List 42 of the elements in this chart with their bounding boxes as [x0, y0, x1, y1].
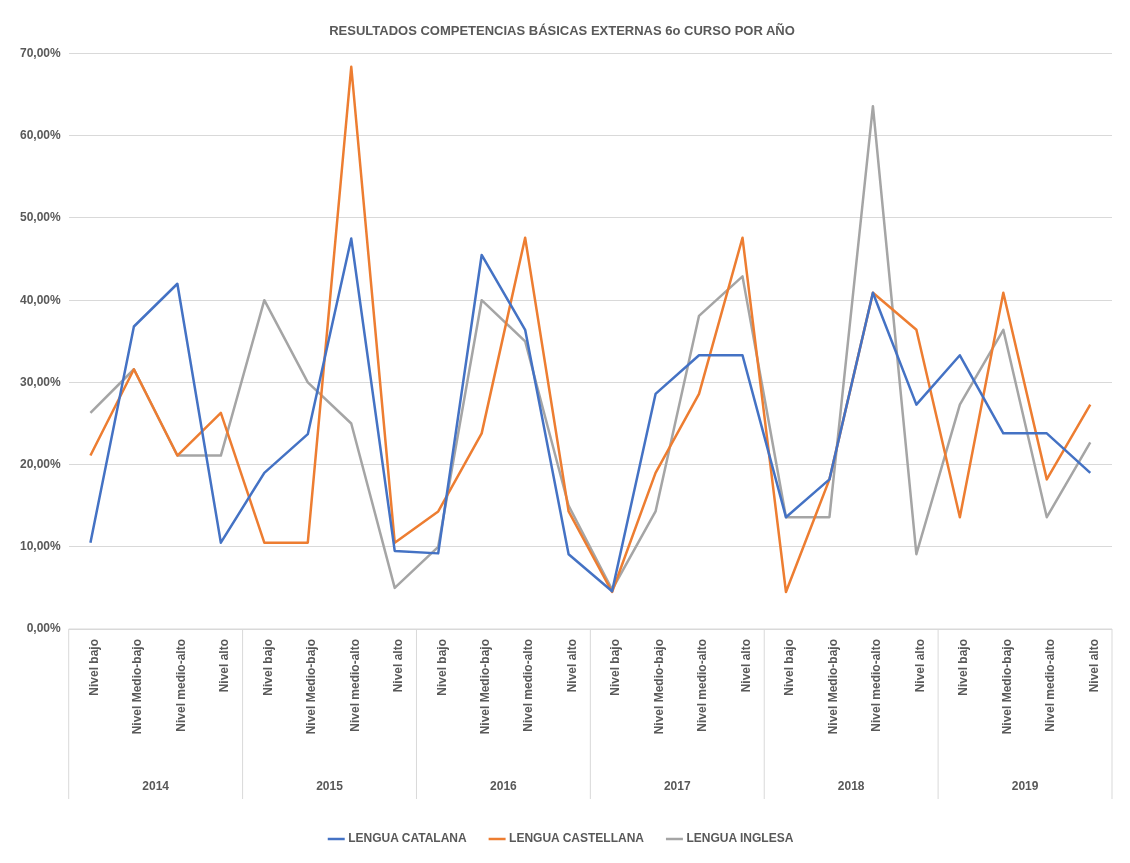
- x-tick-label: Nivel alto: [1086, 639, 1101, 693]
- legend-label: LENGUA INGLESA: [686, 831, 794, 846]
- x-tick-label: Nivel Medio-bajo: [651, 639, 666, 735]
- y-tick-label: 70,00%: [20, 45, 62, 60]
- text: 2018: [837, 779, 865, 794]
- x-tick-label: Nivel alto: [564, 639, 579, 693]
- y-tick-label: 40,00%: [20, 292, 62, 307]
- x-tick-label: Nivel bajo: [608, 639, 623, 696]
- text: 2016: [490, 779, 518, 794]
- y-tick-label: 10,00%: [20, 539, 62, 554]
- x-tick-label: Nivel medio-alto: [695, 639, 710, 732]
- x-tick-label: Nivel bajo: [260, 639, 275, 696]
- x-tick-label: Nivel medio-alto: [1043, 639, 1058, 732]
- y-tick-label: 60,00%: [20, 128, 62, 143]
- x-tick-label: Nivel Medio-bajo: [130, 639, 145, 735]
- x-tick-label: Nivel alto: [391, 639, 406, 693]
- x-tick-label: Nivel medio-alto: [869, 639, 884, 732]
- x-tick-label: Nivel alto: [217, 639, 232, 693]
- x-tick-label: Nivel medio-alto: [521, 639, 536, 732]
- x-tick-label: Nivel Medio-bajo: [304, 639, 319, 735]
- text: 2014: [142, 779, 170, 794]
- y-tick-label: 20,00%: [20, 456, 62, 471]
- text: 2019: [1011, 779, 1039, 794]
- text: 2015: [316, 779, 344, 794]
- legend-label: LENGUA CATALANA: [348, 831, 467, 846]
- x-tick-label: Nivel medio-alto: [347, 639, 362, 732]
- x-tick-label: Nivel Medio-bajo: [999, 639, 1014, 735]
- y-tick-label: 30,00%: [20, 374, 62, 389]
- x-tick-label: Nivel medio-alto: [173, 639, 188, 732]
- text: 2017: [663, 779, 691, 794]
- x-tick-label: Nivel bajo: [782, 639, 797, 696]
- x-tick-label: Nivel alto: [912, 639, 927, 693]
- x-tick-label: Nivel alto: [738, 639, 753, 693]
- x-tick-label: Nivel bajo: [86, 639, 101, 696]
- legend-label: LENGUA CASTELLANA: [509, 831, 645, 846]
- y-tick-label: 50,00%: [20, 210, 62, 225]
- x-tick-label: Nivel Medio-bajo: [825, 639, 840, 735]
- y-tick-label: 0,00%: [26, 621, 62, 636]
- x-tick-label: Nivel Medio-bajo: [477, 639, 492, 735]
- x-tick-label: Nivel bajo: [434, 639, 449, 696]
- x-tick-label: Nivel bajo: [956, 639, 971, 696]
- chart-title: RESULTADOS COMPETENCIAS BÁSICAS EXTERNAS 6o CURSO POR AÑO: [329, 23, 795, 39]
